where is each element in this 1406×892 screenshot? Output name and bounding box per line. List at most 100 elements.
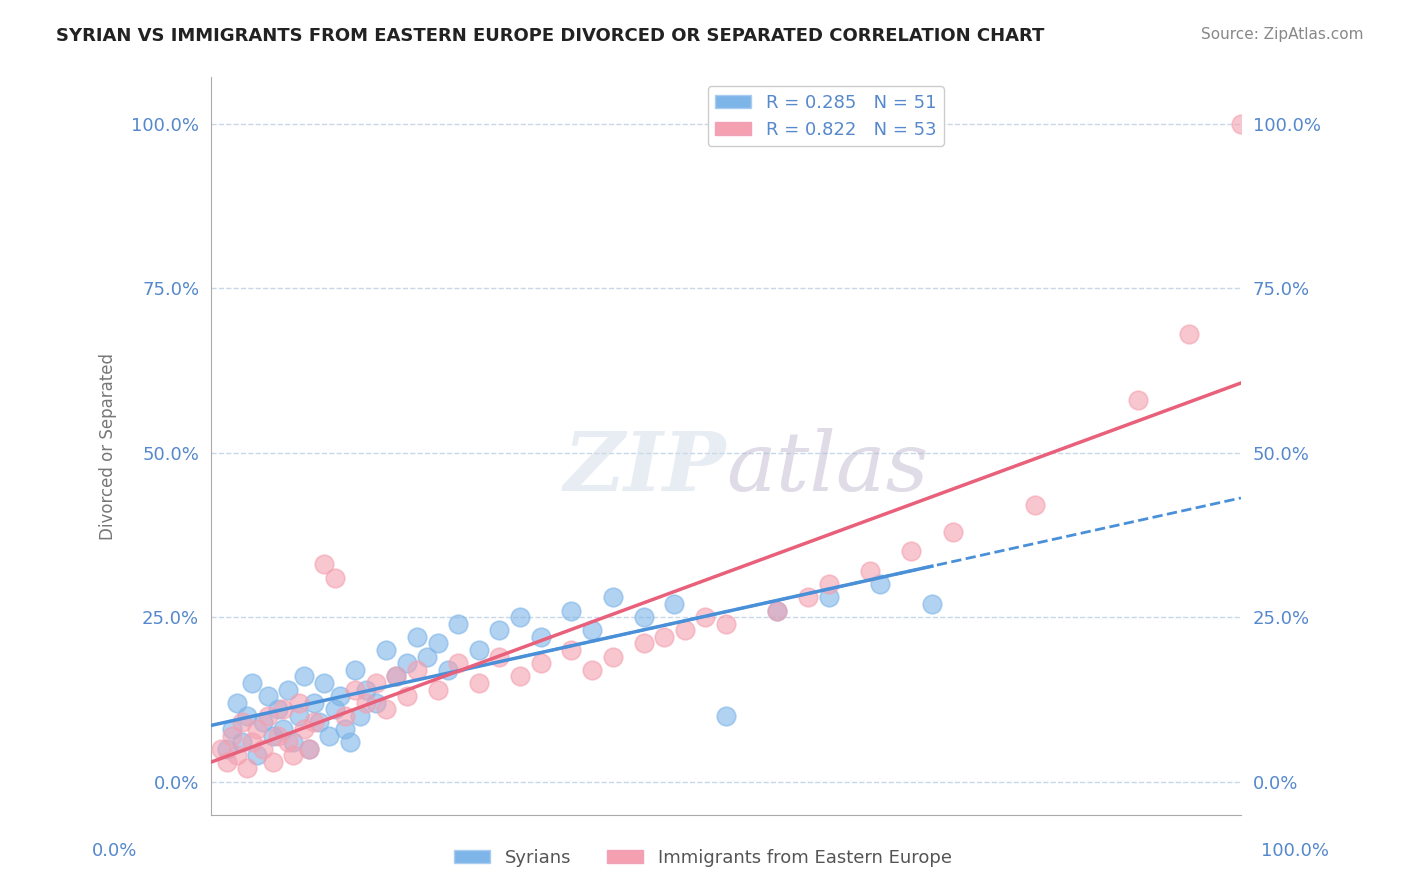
Point: [560, 603, 582, 617]
Point: [344, 663, 367, 677]
Point: [262, 755, 284, 769]
Y-axis label: Divorced or Separated: Divorced or Separated: [100, 352, 117, 540]
Legend: Syrians, Immigrants from Eastern Europe: Syrians, Immigrants from Eastern Europe: [447, 842, 959, 874]
Text: Source: ZipAtlas.com: Source: ZipAtlas.com: [1201, 27, 1364, 42]
Point: [283, 735, 305, 749]
Point: [921, 597, 943, 611]
Point: [695, 610, 717, 624]
Point: [349, 709, 371, 723]
Point: [633, 636, 655, 650]
Point: [298, 741, 321, 756]
Point: [560, 643, 582, 657]
Point: [818, 577, 841, 591]
Point: [302, 696, 325, 710]
Point: [395, 656, 418, 670]
Point: [308, 715, 330, 730]
Point: [302, 715, 325, 730]
Point: [323, 702, 346, 716]
Point: [314, 558, 336, 572]
Point: [225, 696, 247, 710]
Point: [488, 624, 510, 638]
Point: [447, 616, 470, 631]
Point: [1126, 392, 1149, 407]
Point: [271, 702, 294, 716]
Point: [395, 689, 418, 703]
Point: [1230, 116, 1253, 130]
Point: [225, 748, 247, 763]
Point: [818, 591, 841, 605]
Point: [581, 624, 603, 638]
Point: [236, 762, 259, 776]
Point: [262, 729, 284, 743]
Point: [529, 630, 551, 644]
Text: ZIP: ZIP: [564, 428, 725, 508]
Point: [364, 696, 387, 710]
Point: [529, 656, 551, 670]
Point: [602, 649, 624, 664]
Point: [314, 676, 336, 690]
Point: [252, 741, 274, 756]
Point: [292, 669, 315, 683]
Point: [581, 663, 603, 677]
Point: [329, 689, 352, 703]
Point: [221, 729, 243, 743]
Point: [240, 676, 263, 690]
Point: [256, 709, 278, 723]
Point: [714, 709, 737, 723]
Text: 0.0%: 0.0%: [91, 842, 136, 860]
Point: [509, 669, 531, 683]
Point: [426, 682, 449, 697]
Point: [318, 729, 340, 743]
Point: [664, 597, 686, 611]
Point: [714, 616, 737, 631]
Point: [468, 676, 491, 690]
Point: [859, 564, 882, 578]
Point: [766, 603, 789, 617]
Point: [240, 735, 263, 749]
Point: [292, 722, 315, 736]
Text: atlas: atlas: [725, 428, 928, 508]
Point: [364, 676, 387, 690]
Point: [333, 722, 356, 736]
Legend: R = 0.285   N = 51, R = 0.822   N = 53: R = 0.285 N = 51, R = 0.822 N = 53: [707, 87, 943, 146]
Point: [633, 610, 655, 624]
Point: [246, 748, 269, 763]
Point: [209, 741, 232, 756]
Point: [277, 682, 299, 697]
Point: [246, 722, 269, 736]
Point: [941, 524, 963, 539]
Point: [267, 729, 290, 743]
Point: [1024, 498, 1046, 512]
Point: [426, 636, 449, 650]
Point: [344, 682, 367, 697]
Text: 100.0%: 100.0%: [1261, 842, 1329, 860]
Point: [766, 603, 789, 617]
Point: [447, 656, 470, 670]
Point: [375, 702, 398, 716]
Point: [406, 663, 429, 677]
Point: [215, 755, 238, 769]
Point: [333, 709, 356, 723]
Point: [287, 696, 309, 710]
Point: [283, 748, 305, 763]
Point: [267, 702, 290, 716]
Point: [385, 669, 408, 683]
Point: [488, 649, 510, 664]
Point: [900, 544, 922, 558]
Point: [298, 741, 321, 756]
Point: [215, 741, 238, 756]
Point: [416, 649, 439, 664]
Point: [354, 696, 377, 710]
Point: [1178, 327, 1201, 342]
Point: [231, 735, 253, 749]
Point: [375, 643, 398, 657]
Point: [252, 715, 274, 730]
Point: [221, 722, 243, 736]
Point: [652, 630, 675, 644]
Point: [602, 591, 624, 605]
Point: [869, 577, 891, 591]
Point: [256, 689, 278, 703]
Text: SYRIAN VS IMMIGRANTS FROM EASTERN EUROPE DIVORCED OR SEPARATED CORRELATION CHART: SYRIAN VS IMMIGRANTS FROM EASTERN EUROPE…: [56, 27, 1045, 45]
Point: [277, 735, 299, 749]
Point: [437, 663, 460, 677]
